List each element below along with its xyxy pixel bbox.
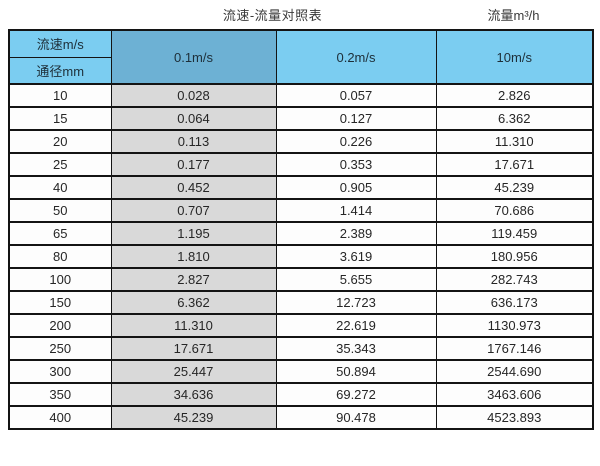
- corner-cell-velocity: 流速m/s: [8, 29, 112, 58]
- cell-flow-0-2ms: 50.894: [275, 359, 437, 384]
- cell-diameter: 25: [8, 152, 112, 177]
- table-header: 流速m/s 0.1m/s 0.2m/s 10m/s 通径mm: [8, 29, 594, 85]
- cell-flow-0-2ms: 3.619: [275, 244, 437, 269]
- cell-diameter: 50: [8, 198, 112, 223]
- cell-diameter: 65: [8, 221, 112, 246]
- column-header-10ms: 10m/s: [435, 29, 594, 85]
- table-row: 65 1.195 2.389 119.459: [8, 221, 594, 246]
- cell-flow-0-2ms: 90.478: [275, 405, 437, 430]
- cell-flow-10ms: 636.173: [435, 290, 594, 315]
- cell-flow-10ms: 11.310: [435, 129, 594, 154]
- cell-flow-0-1ms: 0.177: [110, 152, 277, 177]
- table-caption-row: 流速-流量对照表 流量m³/h: [8, 0, 592, 29]
- table-row: 150 6.362 12.723 636.173: [8, 290, 594, 315]
- table-row: 25 0.177 0.353 17.671: [8, 152, 594, 177]
- cell-flow-10ms: 1130.973: [435, 313, 594, 338]
- table-title: 流速-流量对照表: [222, 8, 323, 23]
- flow-unit-label: 流量m³/h: [487, 8, 540, 23]
- table-row: 200 11.310 22.619 1130.973: [8, 313, 594, 338]
- cell-flow-10ms: 3463.606: [435, 382, 594, 407]
- table-body: 10 0.028 0.057 2.826 15 0.064 0.127 6.362 20 0.11…: [8, 83, 594, 430]
- cell-flow-0-1ms: 11.310: [110, 313, 277, 338]
- cell-flow-0-1ms: 2.827: [110, 267, 277, 292]
- cell-flow-0-1ms: 1.195: [110, 221, 277, 246]
- flow-rate-table: 流速m/s 0.1m/s 0.2m/s 10m/s 通径mm 10 0.028 0.…: [8, 29, 594, 430]
- cell-flow-0-2ms: 5.655: [275, 267, 437, 292]
- cell-flow-10ms: 2.826: [435, 83, 594, 108]
- cell-flow-0-2ms: 1.414: [275, 198, 437, 223]
- cell-diameter: 80: [8, 244, 112, 269]
- cell-flow-10ms: 17.671: [435, 152, 594, 177]
- cell-flow-10ms: 282.743: [435, 267, 594, 292]
- table-row: 250 17.671 35.343 1767.146: [8, 336, 594, 361]
- cell-flow-10ms: 2544.690: [435, 359, 594, 384]
- cell-flow-10ms: 6.362: [435, 106, 594, 131]
- cell-diameter: 100: [8, 267, 112, 292]
- cell-flow-0-1ms: 1.810: [110, 244, 277, 269]
- cell-flow-0-1ms: 25.447: [110, 359, 277, 384]
- cell-diameter: 250: [8, 336, 112, 361]
- cell-diameter: 200: [8, 313, 112, 338]
- cell-flow-10ms: 1767.146: [435, 336, 594, 361]
- cell-diameter: 15: [8, 106, 112, 131]
- cell-flow-0-1ms: 45.239: [110, 405, 277, 430]
- table-row: 80 1.810 3.619 180.956: [8, 244, 594, 269]
- cell-flow-0-2ms: 0.127: [275, 106, 437, 131]
- cell-diameter: 10: [8, 83, 112, 108]
- cell-flow-0-2ms: 12.723: [275, 290, 437, 315]
- cell-flow-0-1ms: 34.636: [110, 382, 277, 407]
- cell-flow-10ms: 45.239: [435, 175, 594, 200]
- column-header-0-2ms: 0.2m/s: [275, 29, 437, 85]
- cell-diameter: 300: [8, 359, 112, 384]
- table-row: 100 2.827 5.655 282.743: [8, 267, 594, 292]
- cell-flow-0-2ms: 0.226: [275, 129, 437, 154]
- cell-flow-0-1ms: 0.113: [110, 129, 277, 154]
- cell-diameter: 350: [8, 382, 112, 407]
- cell-flow-0-1ms: 17.671: [110, 336, 277, 361]
- header-row-bottom: 通径mm: [8, 56, 593, 85]
- cell-flow-0-1ms: 6.362: [110, 290, 277, 315]
- table-row: 10 0.028 0.057 2.826: [8, 83, 594, 108]
- table-row: 350 34.636 69.272 3463.606: [8, 382, 594, 407]
- header-row-top: 流速m/s 0.1m/s 0.2m/s 10m/s: [8, 29, 594, 85]
- cell-flow-0-2ms: 35.343: [275, 336, 437, 361]
- table-row: 20 0.113 0.226 11.310: [8, 129, 594, 154]
- cell-flow-0-2ms: 2.389: [275, 221, 437, 246]
- cell-flow-0-2ms: 0.905: [275, 175, 437, 200]
- cell-diameter: 20: [8, 129, 112, 154]
- cell-flow-0-2ms: 0.057: [275, 83, 437, 108]
- cell-diameter: 40: [8, 175, 112, 200]
- cell-diameter: 150: [8, 290, 112, 315]
- cell-flow-0-2ms: 69.272: [275, 382, 437, 407]
- cell-diameter: 400: [8, 405, 112, 430]
- cell-flow-10ms: 70.686: [435, 198, 594, 223]
- table-row: 400 45.239 90.478 4523.893: [8, 405, 594, 430]
- cell-flow-0-2ms: 22.619: [275, 313, 437, 338]
- table-row: 50 0.707 1.414 70.686: [8, 198, 594, 223]
- cell-flow-10ms: 4523.893: [435, 405, 594, 430]
- cell-flow-0-1ms: 0.452: [110, 175, 277, 200]
- cell-flow-10ms: 119.459: [435, 221, 594, 246]
- cell-flow-10ms: 180.956: [435, 244, 594, 269]
- cell-flow-0-2ms: 0.353: [275, 152, 437, 177]
- cell-flow-0-1ms: 0.028: [110, 83, 277, 108]
- column-header-0-1ms: 0.1m/s: [110, 29, 277, 85]
- table-row: 40 0.452 0.905 45.239: [8, 175, 594, 200]
- cell-flow-0-1ms: 0.707: [110, 198, 277, 223]
- table-row: 15 0.064 0.127 6.362: [8, 106, 594, 131]
- table-row: 300 25.447 50.894 2544.690: [8, 359, 594, 384]
- corner-cell-diameter: 通径mm: [8, 56, 112, 85]
- cell-flow-0-1ms: 0.064: [110, 106, 277, 131]
